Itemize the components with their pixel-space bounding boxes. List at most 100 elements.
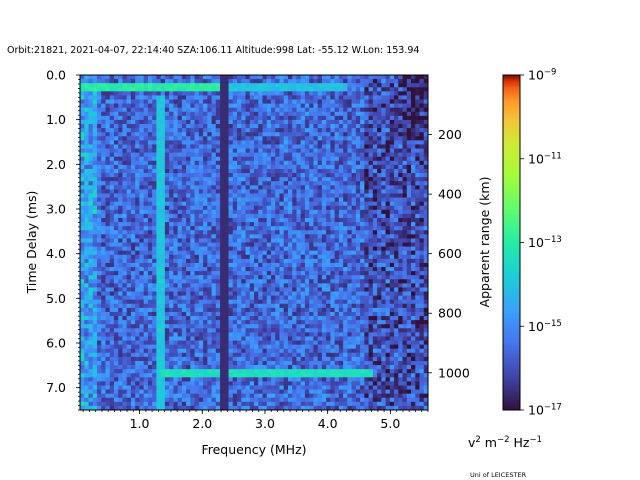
heatmap-cell	[372, 160, 378, 166]
heatmap-cell	[84, 311, 89, 317]
heatmap-cell	[130, 234, 136, 239]
heatmap-cell	[215, 217, 221, 223]
heatmap-cell	[343, 197, 348, 203]
heatmap-cell	[147, 79, 153, 84]
heatmap-cell	[152, 189, 157, 194]
heatmap-cell	[237, 140, 242, 145]
heatmap-cell	[245, 234, 251, 239]
heatmap-cell	[385, 197, 391, 203]
heatmap-cell	[211, 119, 217, 125]
heatmap-cell	[211, 124, 217, 129]
heatmap-cell	[394, 295, 399, 301]
heatmap-cell	[147, 144, 153, 149]
heatmap-cell	[279, 124, 285, 129]
heatmap-cell	[368, 95, 374, 100]
heatmap-cell	[313, 140, 319, 145]
heatmap-cell	[211, 226, 217, 231]
heatmap-cell	[194, 140, 200, 145]
heatmap-cell	[96, 128, 102, 133]
heatmap-cell	[126, 262, 132, 268]
heatmap-cell	[270, 144, 276, 149]
heatmap-cell	[215, 291, 221, 297]
heatmap-cell	[343, 115, 348, 121]
heatmap-cell	[381, 295, 386, 301]
heatmap-cell	[118, 132, 123, 137]
heatmap-cell	[139, 222, 145, 227]
heatmap-cell	[113, 79, 119, 84]
heatmap-cell	[249, 173, 255, 178]
heatmap-cell	[262, 164, 268, 170]
heatmap-cell	[122, 291, 128, 297]
heatmap-cell	[143, 99, 149, 104]
heatmap-cell	[164, 222, 170, 227]
heatmap-cell	[330, 132, 336, 137]
heatmap-cell	[245, 299, 251, 305]
heatmap-cell	[402, 124, 408, 129]
heatmap-cell	[313, 111, 319, 117]
heatmap-cell	[160, 111, 166, 117]
heatmap-cell	[139, 246, 145, 252]
heatmap-cell	[88, 230, 94, 235]
heatmap-cell	[139, 295, 145, 301]
heatmap-cell	[385, 103, 391, 109]
heatmap-cell	[113, 295, 119, 301]
heatmap-cell	[326, 185, 331, 190]
heatmap-cell	[198, 209, 204, 215]
heatmap-cell	[330, 230, 336, 235]
heatmap-cell	[338, 222, 344, 227]
heatmap-cell	[368, 193, 374, 198]
heatmap-cell	[186, 197, 191, 203]
heatmap-cell	[411, 242, 416, 247]
heatmap-cell	[232, 173, 238, 178]
heatmap-cell	[351, 83, 357, 88]
heatmap-cell	[402, 238, 408, 243]
heatmap-cell	[292, 99, 297, 104]
heatmap-cell	[368, 287, 374, 292]
heatmap-cell	[266, 303, 272, 309]
heatmap-cell	[394, 144, 399, 149]
heatmap-cell	[389, 299, 395, 305]
heatmap-cell	[326, 156, 331, 162]
heatmap-cell	[164, 279, 170, 284]
heatmap-cell	[130, 140, 136, 145]
heatmap-cell	[368, 144, 374, 149]
heatmap-cell	[232, 168, 238, 174]
heatmap-cell	[186, 303, 191, 309]
heatmap-cell	[113, 144, 119, 149]
heatmap-cell	[402, 173, 408, 178]
heatmap-cell	[249, 75, 255, 80]
heatmap-cell	[215, 320, 221, 325]
heatmap-cell	[321, 87, 327, 92]
heatmap-cell	[292, 201, 297, 207]
heatmap-cell	[101, 234, 106, 239]
heatmap-cell	[156, 181, 162, 186]
heatmap-cell	[368, 316, 374, 321]
heatmap-cell	[143, 201, 149, 207]
heatmap-cell	[394, 111, 399, 117]
heatmap-cell	[415, 217, 420, 223]
heatmap-cell	[220, 132, 225, 137]
heatmap-cell	[360, 103, 365, 109]
heatmap-cell	[147, 168, 153, 174]
heatmap-cell	[177, 144, 183, 149]
heatmap-cell	[143, 140, 149, 145]
heatmap-cell	[228, 107, 234, 113]
heatmap-cell	[241, 79, 246, 84]
heatmap-cell	[84, 136, 89, 141]
heatmap-cell	[406, 205, 412, 211]
heatmap-cell	[402, 152, 408, 158]
heatmap-cell	[423, 99, 429, 104]
heatmap-cell	[237, 79, 242, 84]
heatmap-cell	[228, 148, 234, 154]
heatmap-cell	[207, 156, 212, 162]
heatmap-cell	[92, 311, 98, 317]
heatmap-cell	[203, 95, 208, 100]
heatmap-cell	[203, 213, 208, 219]
heatmap-cell	[258, 307, 263, 313]
heatmap-cell	[317, 271, 323, 276]
heatmap-cell	[207, 87, 212, 92]
heatmap-cell	[245, 181, 251, 186]
heatmap-cell	[186, 132, 191, 137]
heatmap-cell	[228, 185, 234, 190]
heatmap-cell	[296, 267, 302, 272]
